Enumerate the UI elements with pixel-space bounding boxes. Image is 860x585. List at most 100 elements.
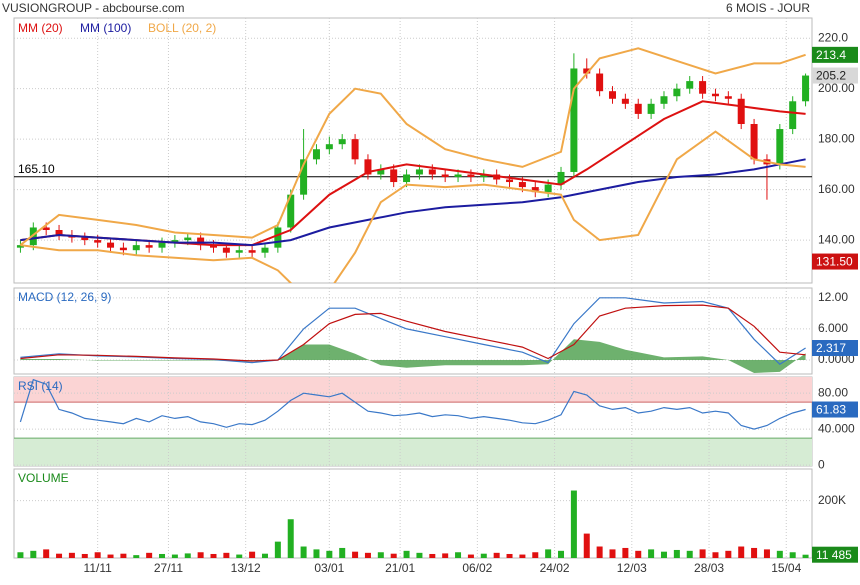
volume-bar — [81, 553, 88, 558]
volume-bar — [43, 549, 50, 558]
value-tag-label: 205.2 — [816, 69, 846, 83]
candle-body — [621, 98, 629, 104]
x-tick-label: 28/03 — [694, 561, 724, 575]
candle-body — [222, 247, 230, 253]
candle-body — [454, 174, 462, 177]
x-tick-label: 11/11 — [84, 561, 113, 575]
oversold-zone — [14, 438, 812, 466]
candle-body — [724, 96, 732, 99]
candle-body — [480, 174, 488, 177]
candle-body — [351, 139, 359, 160]
volume-bar — [673, 549, 680, 558]
candle-body — [686, 81, 694, 89]
legend-entry: MM (20) — [18, 21, 63, 35]
candle-body — [596, 73, 604, 92]
rsi-line — [19, 378, 806, 430]
panel — [13, 17, 813, 284]
volume-bar — [570, 490, 577, 558]
period: 6 MOIS - JOUR — [726, 1, 810, 15]
candle-body — [673, 88, 681, 97]
panel-title: RSI (14) — [18, 379, 63, 393]
value-tag-label: 213.4 — [816, 48, 846, 62]
indicator-line — [20, 304, 806, 362]
volume-bar — [596, 546, 603, 558]
volume-bar — [377, 552, 384, 558]
page-title: VUSIONGROUP - abcbourse.com — [2, 1, 185, 15]
candle-body — [287, 194, 295, 228]
candle-body — [711, 93, 719, 97]
volume-bar — [300, 546, 307, 558]
candle-body — [171, 240, 179, 243]
volume-bar — [558, 550, 565, 558]
volume-bar — [56, 553, 63, 558]
panel-plot — [14, 288, 812, 374]
volume-bar — [236, 554, 243, 558]
panel-title: VOLUME — [18, 471, 69, 485]
candle-body — [158, 242, 166, 248]
y-tick-label: 0 — [818, 457, 825, 471]
value-tag — [812, 253, 858, 270]
x-tick-label: 21/01 — [385, 561, 415, 575]
candle-body — [634, 103, 642, 114]
x-tick-label: 13/12 — [231, 561, 261, 575]
volume-bar — [776, 550, 783, 558]
volume-bar — [532, 552, 539, 558]
volume-bar — [184, 553, 191, 558]
panel-plot — [14, 469, 812, 558]
volume-bar — [635, 550, 642, 558]
overbought-zone — [14, 377, 812, 403]
value-tag-label: 131.50 — [816, 255, 853, 269]
y-tick-label: 80.00 — [818, 385, 848, 399]
volume-bar — [249, 551, 256, 558]
y-tick-label: 180.00 — [818, 131, 855, 145]
volume-bar — [339, 547, 346, 558]
candle-body — [544, 184, 552, 193]
candle-body — [802, 75, 810, 102]
candle-body — [145, 245, 153, 248]
y-tick-label: 220.0 — [818, 30, 848, 44]
volume-bar — [352, 551, 359, 558]
candle-body — [235, 250, 243, 253]
y-tick-label: 6.000 — [818, 321, 848, 335]
volume-bar — [17, 552, 24, 558]
candle-body — [377, 169, 385, 175]
volume-bar — [622, 547, 629, 558]
volume-bar — [506, 553, 513, 558]
panel-title: MACD (12, 26, 9) — [18, 290, 111, 304]
volume-bar — [403, 550, 410, 558]
volume-bar — [171, 554, 178, 558]
volume-bar — [68, 552, 75, 558]
volume-bar — [429, 553, 436, 558]
volume-bar — [467, 554, 474, 558]
volume-bar — [223, 552, 230, 558]
volume-bar — [107, 554, 114, 558]
volume-bar — [699, 549, 706, 558]
indicator-line — [19, 47, 806, 246]
candle-body — [81, 237, 89, 241]
candle-body — [789, 101, 797, 130]
candle-body — [518, 182, 526, 188]
volume-bar — [274, 541, 281, 558]
volume-bar — [802, 554, 809, 558]
x-tick-label: 03/01 — [314, 561, 344, 575]
volume-bar — [648, 549, 655, 558]
volume-bar — [583, 533, 590, 558]
candle-body — [750, 124, 758, 160]
volume-bar — [146, 552, 153, 558]
candle-body — [338, 139, 346, 145]
candle-body — [248, 250, 256, 253]
volume-bar — [763, 549, 770, 558]
x-tick-label: 06/02 — [462, 561, 492, 575]
volume-bar — [455, 552, 462, 558]
y-tick-label: 40.000 — [818, 421, 855, 435]
x-tick-label: 15/04 — [771, 561, 801, 575]
candle-body — [467, 174, 475, 177]
volume-bar — [94, 552, 101, 558]
value-tag — [812, 401, 858, 418]
value-tag — [812, 46, 858, 63]
x-tick-label: 24/02 — [540, 561, 570, 575]
candle-body — [325, 144, 333, 150]
x-tick-label: 12/03 — [617, 561, 647, 575]
volume-bar — [609, 549, 616, 558]
indicator-line — [20, 158, 806, 247]
